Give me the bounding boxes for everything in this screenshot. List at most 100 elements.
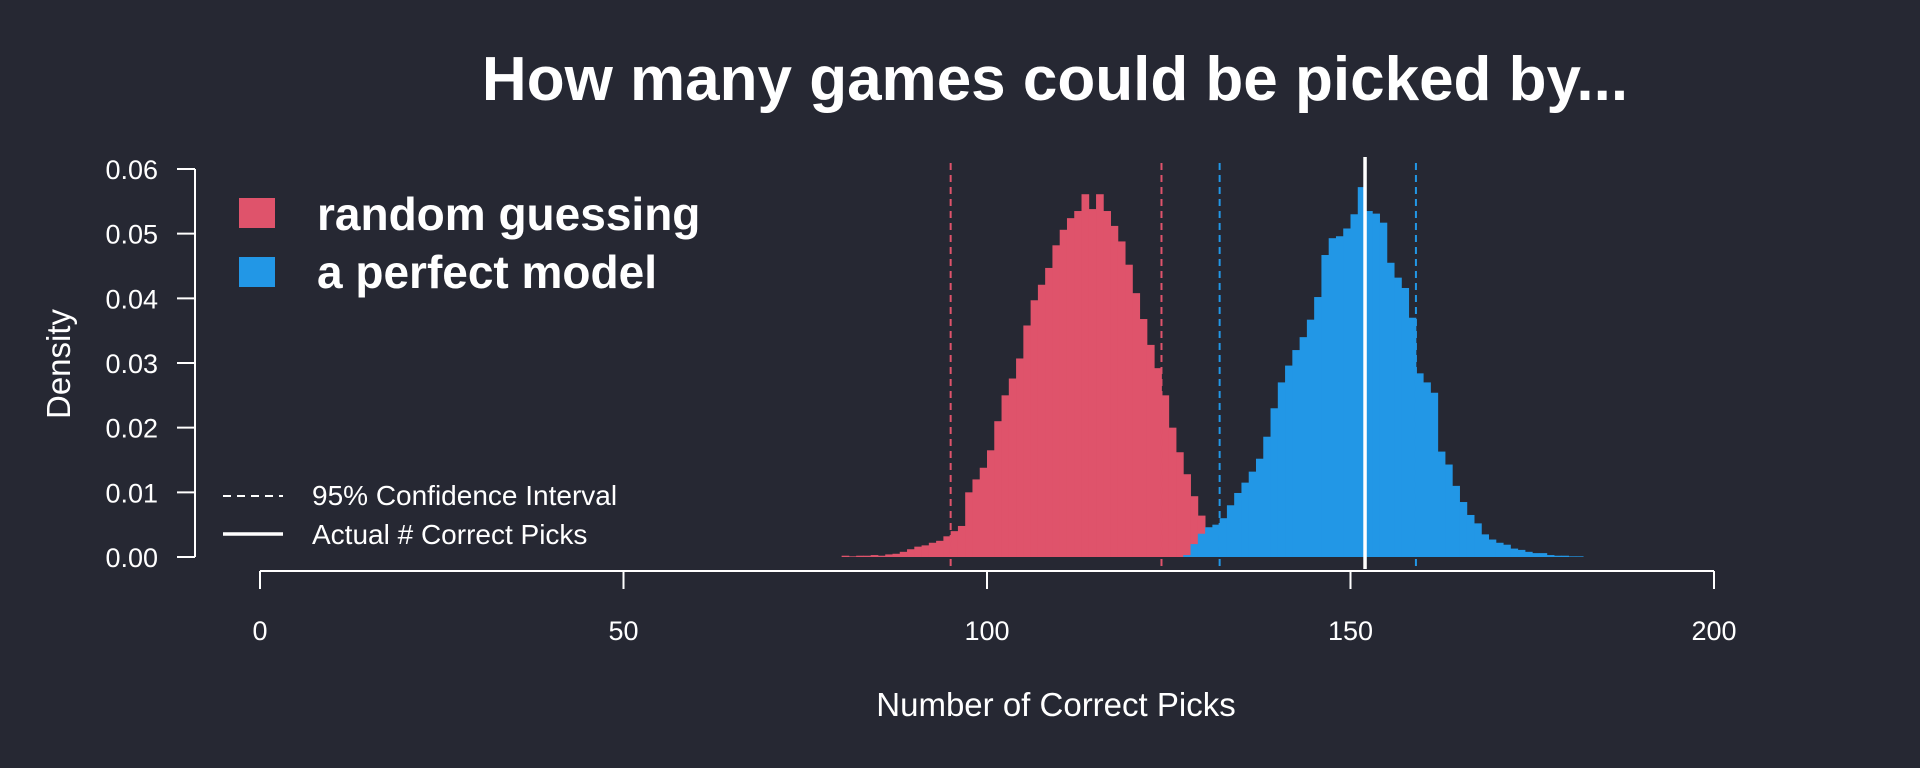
bar-random-guessing [1066,218,1075,557]
bar-random-guessing [1008,378,1017,557]
x-tick-label: 50 [608,616,638,646]
bar-random-guessing [1045,267,1053,557]
bar-a-perfect-model [1481,534,1490,557]
y-tick-label: 0.02 [105,414,158,444]
bar-a-perfect-model [1299,337,1308,557]
bar-random-guessing [928,542,937,557]
y-tick-label: 0.03 [105,349,158,379]
histogram-bars [841,187,1584,558]
bar-a-perfect-model [1546,555,1555,557]
x-tick-label: 100 [964,616,1009,646]
legend-label-perfect-model: a perfect model [317,246,657,298]
bar-random-guessing [1016,358,1024,557]
bar-a-perfect-model [1575,556,1584,557]
bar-random-guessing [1183,474,1191,557]
bar-a-perfect-model [1408,317,1417,557]
legend-label-random-guessing: random guessing [317,188,700,240]
bar-random-guessing [1103,211,1111,557]
bar-random-guessing [899,551,908,557]
bar-a-perfect-model [1386,262,1395,557]
bar-random-guessing [1117,241,1126,557]
bar-random-guessing [979,467,988,557]
bar-a-perfect-model [1510,548,1519,557]
y-tick-label: 0.04 [105,284,158,314]
bar-random-guessing [1001,395,1010,557]
bar-random-guessing [957,525,966,557]
bar-a-perfect-model [1445,464,1453,557]
bar-a-perfect-model [1343,228,1351,558]
bar-random-guessing [1132,293,1141,557]
bar-random-guessing [1023,325,1032,557]
bar-random-guessing [1081,194,1090,557]
bar-a-perfect-model [1219,518,1228,557]
bar-random-guessing [950,531,959,557]
legend: random guessing a perfect model 95% Conf… [223,188,700,550]
bar-random-guessing [1037,284,1046,557]
bar-a-perfect-model [1415,373,1424,557]
x-axis: 0 50 100 150 200 [252,570,1737,646]
bar-a-perfect-model [1437,451,1446,557]
bar-a-perfect-model [1488,539,1497,557]
bar-a-perfect-model [1474,523,1482,557]
bar-random-guessing [892,553,901,557]
bar-a-perfect-model [1335,236,1344,557]
bar-a-perfect-model [1234,492,1242,557]
bar-a-perfect-model [1568,556,1577,557]
bar-random-guessing [972,479,981,557]
bar-a-perfect-model [1430,392,1439,557]
bar-random-guessing [1161,395,1170,557]
bar-random-guessing [943,536,952,557]
bar-random-guessing [1190,496,1199,557]
x-tick-label: 0 [252,616,267,646]
legend-label-actual-picks: Actual # Correct Picks [312,519,587,550]
bar-a-perfect-model [1350,214,1359,557]
bar-random-guessing [1096,194,1104,557]
bar-a-perfect-model [1561,555,1569,557]
bar-random-guessing [863,555,872,557]
bar-a-perfect-model [1503,544,1511,557]
x-tick-label: 150 [1328,616,1373,646]
bar-random-guessing [1139,319,1148,557]
x-tick-label: 200 [1691,616,1736,646]
bar-a-perfect-model [1459,502,1468,557]
bar-a-perfect-model [1248,471,1257,557]
bar-random-guessing [1074,211,1082,557]
bar-random-guessing [965,492,973,557]
ci-lines [949,163,1417,569]
bar-a-perfect-model [1328,238,1337,557]
bar-a-perfect-model [1394,277,1402,557]
bar-a-perfect-model [1255,458,1264,557]
legend-swatch-random-guessing [239,198,275,228]
chart-title: How many games could be picked by... [482,45,1628,114]
bar-a-perfect-model [1357,187,1366,558]
bar-random-guessing [994,421,1002,557]
bar-a-perfect-model [1554,555,1562,557]
bar-random-guessing [841,555,850,557]
bar-a-perfect-model [1539,553,1548,557]
bar-a-perfect-model [1517,549,1526,557]
bar-a-perfect-model [1241,482,1250,557]
bar-a-perfect-model [1285,365,1293,557]
y-tick-label: 0.05 [105,220,158,250]
bar-random-guessing [870,555,879,557]
bar-random-guessing [848,556,857,557]
bar-random-guessing [1059,229,1068,558]
bar-random-guessing [1125,264,1133,557]
bar-a-perfect-model [1532,553,1540,557]
bar-random-guessing [1154,368,1162,557]
bar-a-perfect-model [1379,222,1388,558]
bar-random-guessing [907,549,915,557]
x-axis-title: Number of Correct Picks [876,686,1235,723]
bar-random-guessing [921,545,930,557]
bar-random-guessing [1146,344,1155,557]
bar-random-guessing [1088,209,1097,557]
bar-a-perfect-model [1197,533,1206,557]
y-tick-label: 0.06 [105,155,158,185]
bar-random-guessing [936,540,944,557]
bar-random-guessing [885,554,893,557]
bar-a-perfect-model [1401,287,1410,557]
y-tick-label: 0.00 [105,543,158,573]
bar-a-perfect-model [1314,297,1322,557]
bar-random-guessing [856,555,864,557]
bar-a-perfect-model [1190,544,1199,557]
